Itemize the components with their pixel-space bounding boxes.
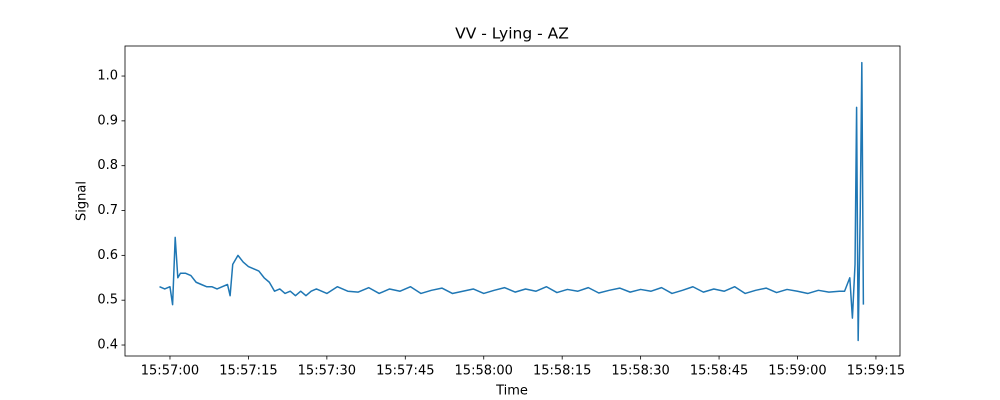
signal-line [159,61,865,342]
y-tick-label: 0.9 [97,113,118,128]
y-tick-label: 0.4 [97,338,118,353]
plot-frame [124,45,901,357]
x-tick-label: 15:57:00 [141,364,199,379]
x-tick-label: 15:57:45 [376,364,434,379]
chart-title: VV - Lying - AZ [455,25,569,43]
y-tick-label: 0.8 [97,158,118,173]
y-tick-label: 1.0 [97,69,118,84]
y-axis-label: Signal [75,181,90,221]
x-tick-label: 15:58:30 [611,364,669,379]
x-tick-label: 15:58:15 [533,364,591,379]
x-tick-label: 15:58:00 [455,364,513,379]
x-tick-label: 15:57:30 [298,364,356,379]
y-tick-label: 0.6 [97,248,118,263]
x-axis-label: Time [495,384,528,399]
y-tick-label: 0.7 [97,203,118,218]
x-tick-label: 15:59:15 [847,364,905,379]
x-tick-label: 15:57:15 [219,364,277,379]
x-tick-label: 15:58:45 [690,364,748,379]
y-tick-label: 0.5 [97,293,118,308]
x-tick-label: 15:59:00 [768,364,826,379]
